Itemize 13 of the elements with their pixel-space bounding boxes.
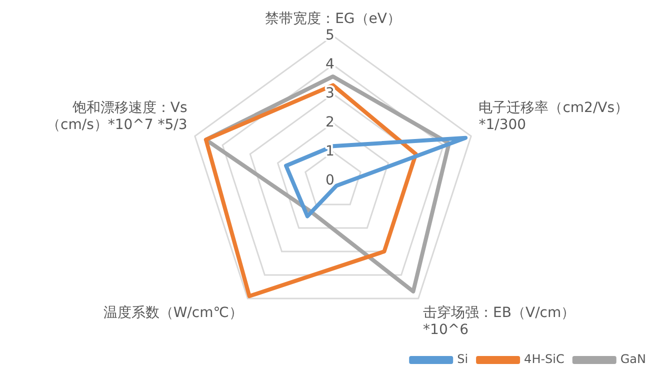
legend-label: GaN <box>620 352 646 366</box>
y-tick-label: 0 <box>326 172 334 189</box>
y-tick-label: 2 <box>326 114 334 131</box>
legend-label: 4H-SiC <box>524 352 564 366</box>
spoke-label: 电子迁移率（cm2/Vs） *1/300 <box>478 100 629 133</box>
y-tick-label: 5 <box>326 27 334 44</box>
spoke-label: 禁带宽度：EG（eV） <box>265 11 401 28</box>
legend-label: Si <box>457 352 468 366</box>
y-tick-label: 3 <box>326 86 334 102</box>
spoke-label: 击穿场强：EB（V/cm） *10^6 <box>423 304 576 338</box>
y-tick-label: 4 <box>326 56 335 72</box>
spoke-label: 饱和漂移速度：Vs （cm/s）*10^7 *5/3 <box>46 100 188 133</box>
spoke-label: 温度系数（W/cm℃） <box>103 304 243 321</box>
